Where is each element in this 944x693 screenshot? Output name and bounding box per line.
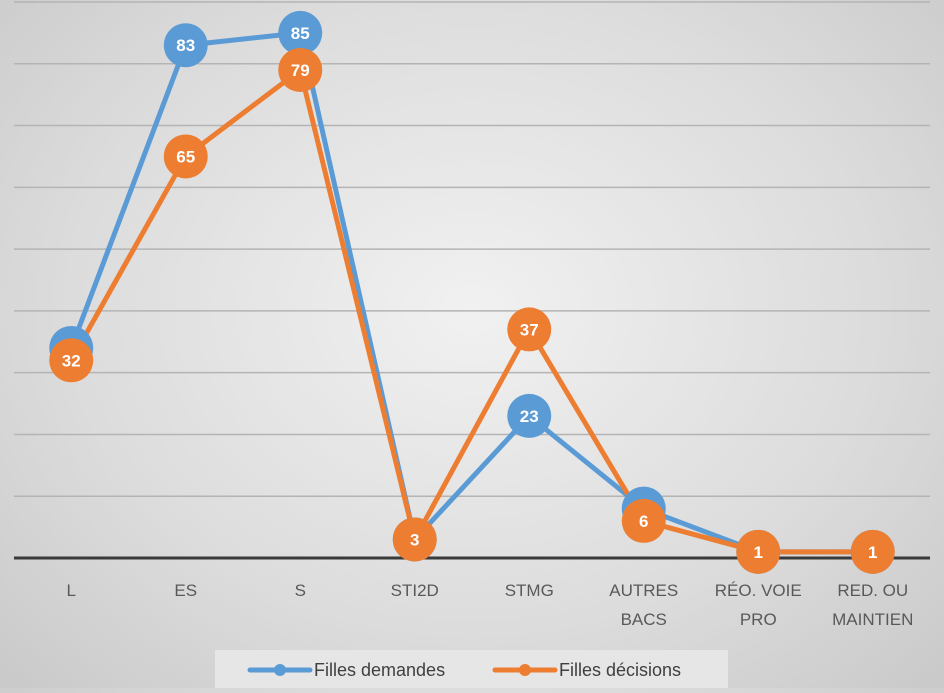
x-tick-label-line: ES: [174, 581, 197, 600]
data-point-marker: [392, 517, 437, 562]
x-tick-label: RED. OU MAINTIEN: [832, 581, 913, 629]
x-tick-label-line: PRO: [740, 610, 777, 629]
data-point-marker: [278, 47, 323, 92]
data-label: 37: [520, 320, 539, 339]
data-point-marker: [621, 498, 666, 543]
data-label: 1: [868, 543, 877, 562]
x-tick-label-line: AUTRES: [609, 581, 678, 600]
series-layer: 348385323811326579337611: [49, 10, 895, 574]
x-tick-label-line: STMG: [505, 581, 554, 600]
legend-swatch-marker: [274, 664, 286, 676]
x-tick-label: AUTRES BACS: [609, 581, 678, 629]
x-tick-label: S: [295, 581, 306, 600]
data-label: 79: [291, 61, 310, 80]
x-axis: L ES S STI2D STMG AUTRES BACS RÉO. VOIE PRO RED. …: [14, 556, 930, 629]
x-tick-label: STI2D: [391, 581, 439, 600]
x-tick-label: ES: [174, 581, 197, 600]
data-point-marker: [736, 529, 781, 574]
data-label: 85: [291, 24, 310, 43]
legend-swatch-marker: [519, 664, 531, 676]
data-point-marker: [163, 134, 208, 179]
data-label: 32: [62, 351, 81, 370]
legend-entry-label: Filles demandes: [314, 660, 445, 680]
x-tick-label-line: S: [295, 581, 306, 600]
x-tick-label-line: BACS: [621, 610, 667, 629]
x-tick-label-line: RED. OU: [837, 581, 908, 600]
data-point-marker: [49, 338, 94, 383]
x-tick-label: RÉO. VOIE PRO: [715, 581, 802, 629]
data-point-marker: [850, 529, 895, 574]
series-line-1: [68, 30, 876, 555]
data-label: 1: [754, 543, 763, 562]
data-label: 3: [410, 530, 419, 549]
gridlines: [14, 1, 930, 497]
data-point-marker: [507, 307, 552, 352]
x-tick-label-line: STI2D: [391, 581, 439, 600]
x-tick-label-line: RÉO. VOIE: [715, 581, 802, 600]
data-label: 65: [176, 147, 195, 166]
data-label: 23: [520, 407, 539, 426]
data-point-marker: [507, 393, 552, 438]
data-point-marker: [278, 10, 323, 55]
x-tick-label: STMG: [505, 581, 554, 600]
legend-entry-label: Filles décisions: [559, 660, 681, 680]
x-tick-label-line: MAINTIEN: [832, 610, 913, 629]
legend: Filles demandes Filles décisions: [215, 650, 728, 688]
data-point-marker: [163, 23, 208, 68]
data-label: 6: [639, 512, 648, 531]
x-tick-label: L: [67, 581, 76, 600]
data-label: 83: [176, 36, 195, 55]
x-tick-label-line: L: [67, 581, 76, 600]
